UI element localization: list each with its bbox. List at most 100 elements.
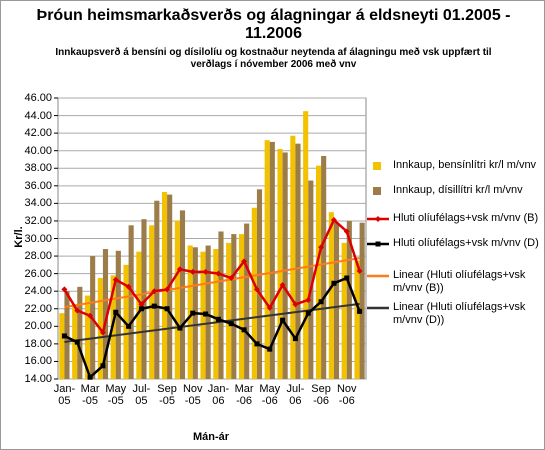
bar (295, 143, 301, 379)
point (112, 276, 119, 283)
y-tick-label: 36.00 (24, 179, 52, 192)
point (331, 280, 337, 286)
bar (179, 210, 186, 379)
point (61, 333, 67, 339)
bar (346, 220, 352, 379)
point (292, 301, 299, 308)
point (125, 283, 132, 290)
y-tick-label: 44.00 (24, 109, 52, 122)
x-tick-label: Nov-05 (182, 383, 203, 407)
y-tick-label: 32.00 (24, 214, 52, 227)
bar (282, 152, 288, 379)
y-tick-label: 24.00 (24, 285, 52, 298)
legend-label: Innkaup, bensínlítri kr/l m/vnv (393, 159, 537, 171)
y-tick-label: 18.00 (24, 337, 52, 350)
point (151, 288, 158, 295)
bar (328, 212, 334, 379)
point (177, 325, 183, 331)
point (305, 296, 312, 303)
bar (359, 222, 365, 379)
chart-title: Þróun heimsmarkaðsverðs og álagningar á … (36, 7, 511, 42)
x-tick-label: Nov-06 (336, 383, 357, 407)
legend-label: Linear (Hluti olíufélags+vsk m/vnv (B)) (393, 269, 526, 294)
legend-swatch (373, 162, 381, 170)
point (87, 312, 94, 319)
bar (218, 231, 224, 379)
y-tick-label: 20.00 (24, 320, 52, 333)
point (215, 316, 221, 322)
bar (149, 225, 155, 379)
point (215, 270, 222, 277)
y-tick-label: 22.00 (24, 302, 52, 315)
point (343, 228, 350, 235)
y-tick-label: 38.00 (24, 162, 52, 175)
point (151, 303, 157, 309)
point (254, 341, 260, 347)
point (266, 304, 273, 311)
bar (333, 222, 340, 379)
y-tick-label: 42.00 (24, 127, 52, 140)
point (74, 339, 80, 345)
point (138, 306, 144, 312)
point (241, 327, 247, 333)
bar (290, 135, 296, 379)
bar (277, 148, 283, 379)
bar (187, 245, 193, 379)
bar (226, 242, 232, 379)
bar (303, 111, 309, 379)
legend-marker (375, 216, 381, 222)
x-tick-label: Jul-05 (132, 383, 151, 407)
point (267, 346, 273, 352)
point (344, 275, 350, 281)
point (113, 309, 119, 315)
point (61, 286, 68, 293)
bar (315, 165, 322, 379)
x-tick-label: May-06 (259, 383, 281, 407)
legend-swatch (373, 187, 381, 195)
legend-label: Hluti olíufélags+vsk m/vnv (B) (393, 212, 539, 224)
point (318, 244, 325, 251)
bar (256, 189, 263, 379)
y-tick-label: 26.00 (24, 267, 52, 280)
point (279, 282, 286, 289)
bar (59, 313, 65, 379)
point (318, 299, 324, 305)
point (203, 311, 209, 317)
point (292, 336, 298, 342)
bar (354, 260, 360, 379)
legend-label: Hluti olíufélags+vsk m/vnv (D) (393, 237, 539, 249)
x-tick-label: Mar-06 (234, 383, 254, 407)
point (330, 217, 337, 224)
point (138, 301, 145, 308)
point (100, 363, 106, 369)
bar (161, 191, 168, 379)
bar (231, 234, 237, 379)
bar (341, 242, 347, 379)
x-tick-label: Jan-05 (53, 383, 76, 407)
bar (321, 155, 327, 379)
point (228, 275, 235, 282)
bar (84, 295, 91, 379)
chart-subtitle: Innkaupsverð á bensíni og dísilolíu og k… (55, 47, 492, 70)
point (305, 310, 311, 316)
bar (308, 180, 314, 379)
point (280, 317, 286, 323)
point (164, 306, 170, 312)
point (87, 374, 93, 380)
point (241, 258, 248, 265)
point (176, 266, 183, 273)
bar (77, 286, 83, 379)
x-tick-label: Sep-05 (157, 383, 177, 407)
point (253, 286, 260, 293)
point (189, 268, 196, 275)
bar (213, 249, 219, 379)
y-tick-label: 30.00 (24, 232, 52, 245)
bar (128, 225, 134, 379)
y-tick-label: 40.00 (24, 144, 52, 157)
y-tick-label: 16.00 (24, 355, 52, 368)
x-axis-label: Mán-ár (192, 431, 230, 443)
y-tick-label: 28.00 (24, 250, 52, 263)
point (228, 321, 234, 327)
bar (200, 251, 206, 379)
